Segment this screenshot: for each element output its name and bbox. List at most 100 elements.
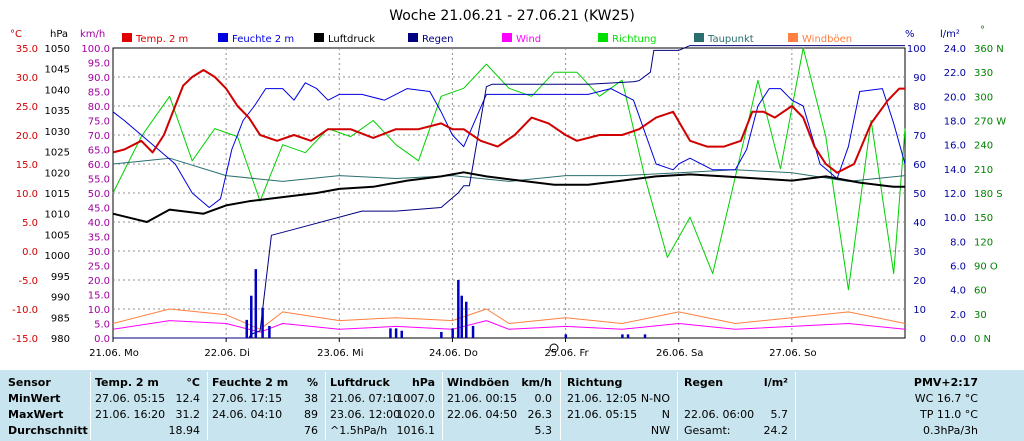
series-layer [112,45,906,339]
series-line [112,171,905,223]
tick-pct: 30 [913,247,926,258]
tick-pct: 100 [907,44,926,55]
tick-temp: -5.0 [18,276,38,287]
axis-ticks: 35.0 30.0 25.0 20.0 15.0 10.0 5.0 0.0 -5.0 -10.0 -… [12,44,1006,345]
temp-avg: 18.94 [168,424,201,437]
pmv-wc: WC 16.7 °C [914,392,978,405]
axis-unit-pct: % [905,29,915,40]
x-tick-label: 24.06. Do [429,348,478,359]
tick-press: 1020 [45,168,70,179]
axis-units: °C hPa km/h% l/m² ° [10,25,985,40]
press-unit: hPa [411,376,435,389]
tick-temp: 25.0 [16,102,38,113]
rain-total-label: Gesamt: [684,424,731,437]
rain-bar [394,328,398,338]
temp-header: Temp. 2 m [95,376,159,389]
rain-bar [564,334,568,338]
tick-wind: 50.0 [88,189,110,200]
tick-dir: 360 N [974,44,1004,55]
legend-swatch [694,33,704,42]
tick-press: 1005 [45,230,70,241]
tick-press: 1045 [45,65,70,76]
tick-wind: 60.0 [88,160,110,171]
tick-press: 980 [51,334,70,345]
pmv-header: PMV+2:17 [913,376,978,389]
axis-unit-rain: l/m² [940,29,960,40]
tick-rain: 6.0 [950,262,966,273]
rain-bar [451,328,454,338]
x-tick-label: 23.06. Mi [317,348,363,359]
tick-wind: 90.0 [88,73,110,84]
pmv-trend: 0.3hPa/3h [922,424,978,437]
gust-header: Windböen [447,376,510,389]
temp-unit: °C [186,376,200,389]
gust-min-time: 21.06. 00:15 [447,392,518,405]
tick-wind: 45.0 [88,204,110,215]
tick-dir: 90 O [974,262,998,273]
rain-bar [460,295,463,338]
axis-unit-temp: °C [10,29,22,40]
series-line [112,47,906,291]
tick-temp: 10.0 [16,189,38,200]
dir-header: Richtung [567,376,623,389]
tick-dir: 120 [974,237,993,248]
axis-unit-dir: ° [980,25,985,36]
tick-wind: 55.0 [88,175,110,186]
series-line [112,157,906,182]
legend-label: Feuchte 2 m [232,34,294,45]
press-min: 1007.0 [396,392,436,405]
tick-press: 995 [51,272,70,283]
tick-wind: 40.0 [88,218,110,229]
tick-rain: 16.0 [944,141,966,152]
axis-unit-press: hPa [50,29,68,40]
tick-dir: 330 [974,68,993,79]
legend-label: Windböen [802,34,852,45]
legend-label: Luftdruck [328,34,375,45]
legend-label: Temp. 2 m [135,34,188,45]
dir-avg: NW [650,424,670,437]
tick-wind: 85.0 [88,88,110,99]
tick-temp: 15.0 [16,160,38,171]
x-tick-label: 26.06. Sa [656,348,703,359]
x-tick-label: 21.06. Mo [89,348,139,359]
tick-wind: 5.0 [94,320,110,331]
tick-wind: 80.0 [88,102,110,113]
tick-temp: 35.0 [16,44,38,55]
tick-rain: 24.0 [944,44,966,55]
series-line [112,82,906,208]
tick-dir: 240 [974,141,993,152]
series-line [112,308,906,330]
legend-swatch [408,33,418,42]
tick-press: 1015 [45,189,70,200]
press-max: 1020.0 [396,408,436,421]
row-label-min: MinWert [8,392,61,405]
tick-rain: 8.0 [950,237,966,248]
tick-temp: 0.0 [22,247,38,258]
tick-dir: 300 [974,92,993,103]
gust-max: 26.3 [527,408,553,421]
tick-temp: 30.0 [16,73,38,84]
series-line [113,45,905,339]
series-line [112,69,905,174]
dir-min: N-NO [640,392,670,405]
rain-total: 24.2 [763,424,789,437]
gust-min: 0.0 [534,392,553,405]
tick-rain: 10.0 [944,213,966,224]
tick-wind: 35.0 [88,233,110,244]
temp-min: 12.4 [175,392,201,405]
tick-press: 1010 [45,210,70,221]
legend-swatch [598,33,608,42]
hum-min: 38 [304,392,318,405]
tick-wind: 70.0 [88,131,110,142]
tick-dir: 210 [974,165,993,176]
tick-temp: -15.0 [12,334,38,345]
rain-bar [465,301,468,338]
tick-wind: 20.0 [88,276,110,287]
gust-avg: 5.3 [534,424,553,437]
rain-max: 5.7 [770,408,789,421]
tick-wind: 65.0 [88,146,110,157]
tick-pct: 60 [913,160,926,171]
tick-dir: 30 [974,310,987,321]
x-axis-labels: 21.06. Mo 22.06. Di 23.06. Mi 24.06. Do 25.0… [89,338,817,359]
temp-max: 31.2 [175,408,201,421]
